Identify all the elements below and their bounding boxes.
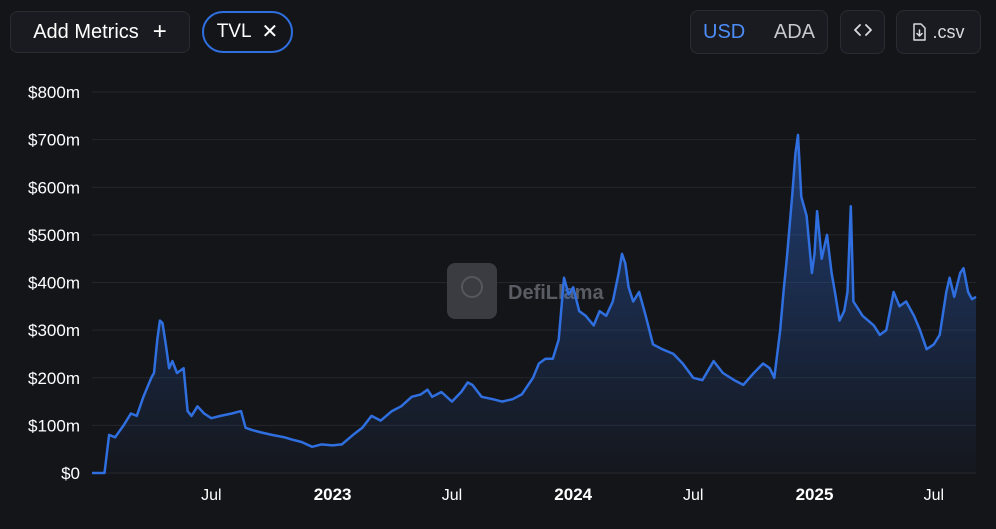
y-tick-label: $400m (28, 274, 80, 293)
y-tick-label: $700m (28, 131, 80, 150)
x-tick-label: 2025 (796, 485, 834, 504)
add-metrics-button[interactable]: Add Metrics + (10, 11, 190, 53)
plus-icon: + (152, 18, 167, 45)
x-tick-label: Jul (201, 487, 221, 504)
watermark-text: DefiLlama (508, 282, 604, 304)
y-tick-label: $0 (61, 464, 80, 483)
currency-option-ada[interactable]: ADA (773, 20, 815, 43)
y-tick-label: $100m (28, 416, 80, 435)
tvl-area-fill (92, 134, 976, 473)
y-tick-label: $200m (28, 369, 80, 388)
y-tick-label: $600m (28, 178, 80, 197)
y-tick-label: $500m (28, 226, 80, 245)
csv-label: .csv (932, 21, 965, 42)
x-tick-label: Jul (442, 487, 462, 504)
x-tick-label: 2024 (554, 485, 592, 504)
download-file-icon (913, 23, 927, 41)
y-tick-label: $300m (28, 321, 80, 340)
code-icon (853, 23, 872, 42)
x-tick-label: Jul (924, 487, 944, 504)
csv-download-button[interactable]: .csv (896, 10, 981, 54)
llama-logo-icon (447, 263, 497, 319)
watermark: DefiLlama (447, 263, 604, 319)
x-tick-label: Jul (683, 487, 703, 504)
currency-toggle: USD ADA (690, 10, 828, 54)
y-tick-label: $800m (28, 83, 80, 102)
close-icon[interactable]: ✕ (261, 21, 279, 43)
currency-option-usd[interactable]: USD (703, 20, 746, 43)
metric-chip-tvl[interactable]: TVL ✕ (202, 11, 293, 53)
metric-chip-label: TVL (216, 21, 252, 42)
tvl-series-line (92, 133, 977, 475)
x-tick-label: 2023 (314, 485, 352, 504)
add-metrics-label: Add Metrics (33, 20, 139, 43)
embed-button[interactable] (840, 10, 885, 54)
